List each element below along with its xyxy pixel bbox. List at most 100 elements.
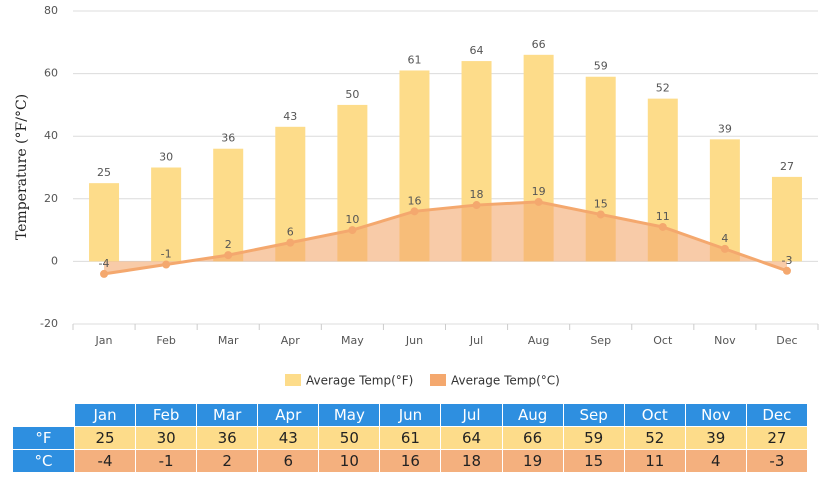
x-tick-label: Mar [218,334,239,347]
data-label: 66 [532,38,546,51]
column-header: Jul [440,403,503,427]
point [658,222,667,231]
bar [213,148,244,262]
cell: 10 [318,449,381,473]
cell: -1 [135,449,198,473]
column-header: Nov [684,403,747,427]
point [286,238,295,247]
cell: 25 [73,426,137,450]
x-tick-label: Jul [469,334,483,347]
row-label: °C [12,449,75,473]
x-tick-label: Jan [95,334,113,347]
data-label: 43 [283,110,297,123]
data-table: Jan Feb Mar Apr May Jun Jul Aug Sep Oct Nov Dec °F 2… [12,403,808,473]
data-label: 19 [532,185,546,198]
data-label: -4 [99,257,110,270]
chart: Temperature (°F/°C) -20 0 20 40 60 80 Jan Feb Ma… [14,4,819,388]
point [720,244,729,253]
cell: 43 [257,426,320,450]
point [348,226,357,235]
point [410,207,419,216]
column-header: Apr [257,403,320,427]
x-tick-label: Dec [776,334,797,347]
y-tick-label: 40 [44,129,58,142]
bar [709,139,740,262]
cell: 19 [501,449,564,473]
y-tick-label: 60 [44,67,58,80]
data-label: 18 [470,188,484,201]
cell: 50 [318,426,381,450]
x-tick-label: Aug [528,334,549,347]
y-tick-label: 80 [44,4,58,17]
legend-swatch [285,374,301,386]
cell: 2 [196,449,259,473]
data-label: 10 [345,213,359,226]
data-label: 25 [97,166,111,179]
data-label: 6 [287,226,294,239]
cell: 36 [196,426,259,450]
point [162,260,171,269]
data-label: 59 [594,60,608,73]
cell: 27 [745,426,808,450]
cell: 18 [440,449,503,473]
y-axis-label: Temperature (°F/°C) [14,94,30,240]
data-label: 16 [407,194,421,207]
bar [89,183,120,262]
cell: 64 [440,426,503,450]
corner [12,403,75,427]
column-header: Aug [501,403,564,427]
cell: 61 [379,426,442,450]
data-label: 36 [221,132,235,145]
bar [771,176,802,262]
data-label: 52 [656,82,670,95]
cell: 15 [562,449,625,473]
data-label: 50 [345,88,359,101]
column-header: May [318,403,381,427]
cell: 16 [379,449,442,473]
column-header: Jan [73,403,137,427]
line [103,200,788,276]
point [100,269,109,278]
cell: 66 [501,426,564,450]
cell: 30 [135,426,198,450]
data-label: 2 [225,238,232,251]
data-label: 11 [656,210,670,223]
cell: -4 [73,449,137,473]
point [224,251,233,260]
cell: 52 [623,426,686,450]
point [472,201,481,210]
x-tick-label: Oct [653,334,673,347]
data-label: 27 [780,160,794,173]
data-label: -1 [161,248,172,261]
data-label: 4 [721,232,728,245]
cell: -3 [745,449,808,473]
y-tick-label: 0 [51,254,58,267]
cell: 59 [562,426,625,450]
x-tick-label: Apr [281,334,301,347]
data-label: 15 [594,197,608,210]
column-header: Sep [562,403,625,427]
column-header: Feb [135,403,198,427]
point [596,210,605,219]
cell: 11 [623,449,686,473]
column-header: Dec [745,403,808,427]
x-tick-label: Nov [714,334,736,347]
column-header: Oct [623,403,686,427]
y-tick-label: 20 [44,192,58,205]
cell: 6 [257,449,320,473]
data-label: 61 [407,53,421,66]
row-label: °F [12,426,75,450]
column-header: Mar [196,403,259,427]
cell: 4 [684,449,747,473]
x-tick-label: Sep [590,334,611,347]
y-tick-label: -20 [40,317,58,330]
legend-label: Average Temp(°C) [451,374,560,388]
data-label: 64 [470,44,484,57]
column-header: Jun [379,403,442,427]
cell: 39 [684,426,747,450]
legend-label: Average Temp(°F) [306,374,413,388]
point [782,266,791,275]
point [534,197,543,206]
data-label: 39 [718,122,732,135]
